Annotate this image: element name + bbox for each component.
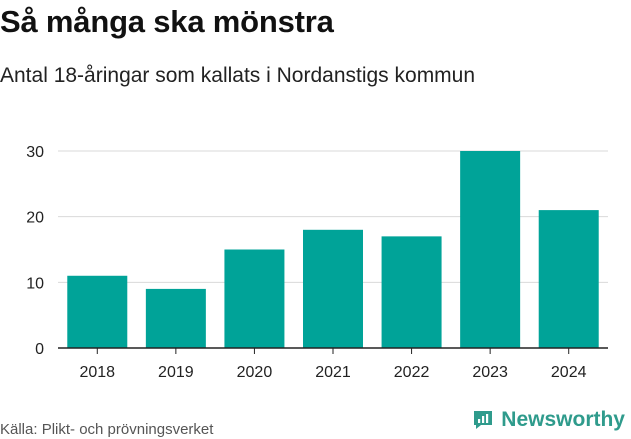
x-tick-label: 2020 [237, 364, 273, 381]
x-tick-label: 2023 [472, 364, 508, 381]
bar [224, 249, 285, 348]
newsworthy-logo-icon [474, 411, 493, 429]
bar [67, 275, 128, 348]
y-tick-label: 0 [35, 341, 44, 358]
source-note: Källa: Plikt- och prövningsverket [0, 421, 214, 438]
y-tick-label: 20 [26, 210, 44, 227]
brand-name: Newsworthy [501, 408, 625, 431]
bar [381, 236, 442, 348]
chart-title: Så många ska mönstra [0, 4, 334, 39]
bar [303, 229, 363, 348]
bar [460, 151, 521, 348]
x-tick-label: 2021 [315, 364, 351, 381]
x-tick-label: 2019 [158, 364, 194, 381]
x-tick-label: 2024 [551, 364, 587, 381]
brand-logo: Newsworthy [471, 408, 625, 432]
bar [538, 210, 599, 348]
y-tick-label: 10 [26, 275, 44, 292]
bar [145, 288, 206, 348]
x-tick-label: 2022 [394, 364, 430, 381]
chart-subtitle: Antal 18-åringar som kallats i Nordansti… [0, 64, 476, 87]
bar-chart: 0 10 20 30 2018 2019 2020 2021 2022 2023 2024 [26, 144, 608, 381]
x-tick-label: 2018 [79, 364, 115, 381]
y-tick-label: 30 [26, 144, 44, 161]
